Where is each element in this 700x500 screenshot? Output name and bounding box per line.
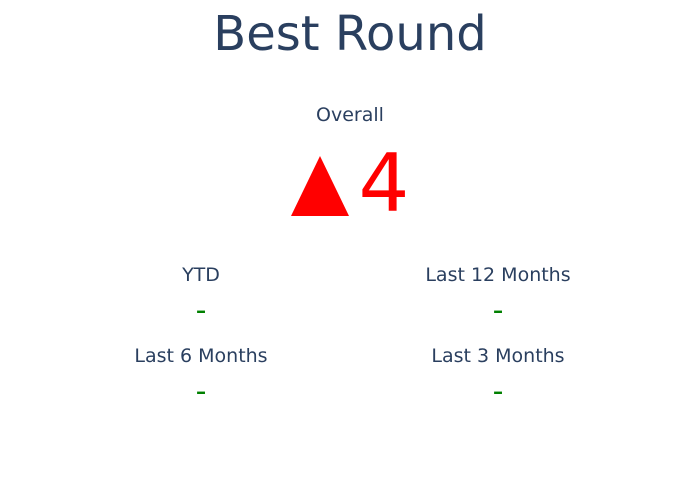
chart-title: Best Round <box>213 6 487 62</box>
period-label: Last 6 Months <box>134 345 268 367</box>
period-value: - <box>195 374 207 409</box>
triangle-up-icon <box>290 156 349 216</box>
period-last-6-months: Last 6 Months - <box>51 344 351 410</box>
period-value: - <box>492 293 504 328</box>
period-last-3-months: Last 3 Months - <box>348 344 648 410</box>
overall-label: Overall <box>316 104 384 126</box>
period-label: Last 12 Months <box>425 264 571 286</box>
period-last-12-months: Last 12 Months - <box>348 263 648 329</box>
period-label: YTD <box>182 264 220 286</box>
overall-indicator: 4 <box>0 142 700 226</box>
overall-value: 4 <box>358 137 410 230</box>
period-value: - <box>492 374 504 409</box>
period-ytd: YTD - <box>51 263 351 329</box>
period-label: Last 3 Months <box>431 345 565 367</box>
period-value: - <box>195 293 207 328</box>
